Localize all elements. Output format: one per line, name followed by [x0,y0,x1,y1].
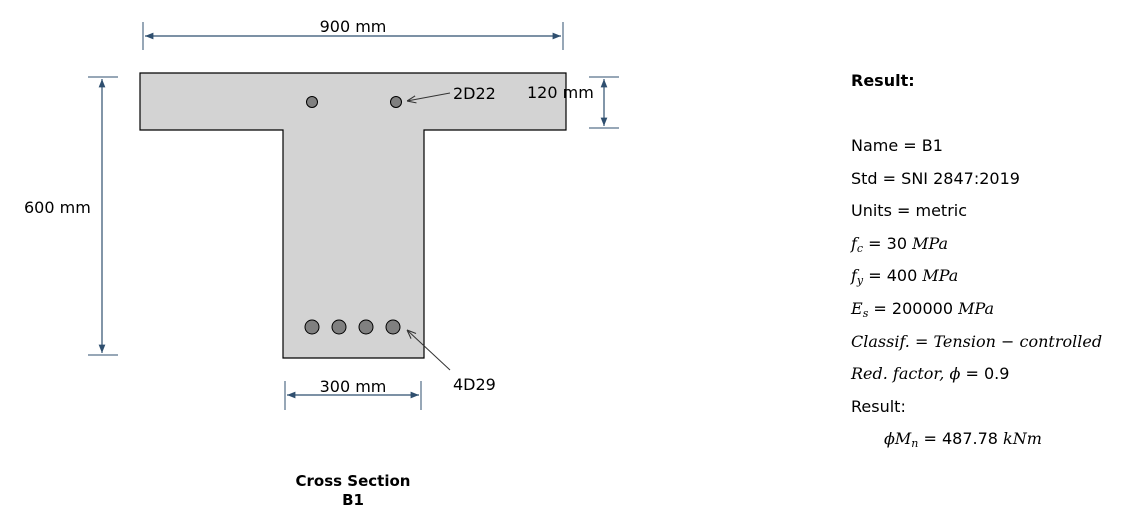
reduction-factor-label: Red. factor, ϕ [851,364,961,384]
top-bar-callout: 2D22 [407,84,496,103]
fc-symbol: f [851,233,857,253]
flange-thickness-dimension: 120 mm [527,76,619,129]
total-height-label: 600 mm [24,198,91,217]
moment-symbol: ϕM [884,429,912,449]
web-width-label: 300 mm [320,377,387,396]
es-subscript: s [862,306,869,320]
result-heading: Result: [851,71,915,90]
caption-title: Cross Section [296,472,411,490]
bottom-rebar [331,319,347,335]
bottom-rebar [385,319,401,335]
result-moment: ϕMn = 487.78 kNm [851,423,1136,456]
result-panel: Result: Name = B1 Std = SNI 2847:2019 Un… [851,66,1136,456]
fc-value: = 30 [863,233,913,253]
top-rebar [306,96,318,108]
t-beam-section [139,72,567,359]
result-fc: fc = 30 MPa [851,228,1136,261]
fy-value: = 400 [863,266,923,286]
bottom-rebar [358,319,374,335]
web-width-dimension: 300 mm [284,377,422,410]
es-unit: MPa [958,298,995,318]
result-units: Units = metric [851,201,968,221]
flange-width-label: 900 mm [320,17,387,36]
es-symbol: E [851,298,863,318]
fy-subscript: y [856,274,864,288]
result-name: Name = B1 [851,136,943,155]
fc-unit: MPa [912,233,949,253]
flange-width-dimension: 900 mm [142,17,564,50]
bottom-bar-callout: 4D29 [407,330,496,394]
result-es: Es = 200000 MPa [851,293,1136,326]
reduction-factor-value: = 0.9 [960,364,1010,384]
moment-subscript: n [911,437,919,451]
top-bar-label: 2D22 [453,84,496,103]
result-classification: Classif. = Tension − controlled [851,331,1103,351]
result-reduction-factor: Red. factor, ϕ = 0.9 [851,358,1136,391]
caption-section-name: B1 [342,491,364,509]
flange-thickness-label: 120 mm [527,83,594,102]
moment-value: = 487.78 [918,429,1004,449]
fc-subscript: c [856,241,864,255]
result-subheading: Result: [851,396,906,416]
fy-unit: MPa [922,266,959,286]
fy-symbol: f [851,266,857,286]
moment-unit: kNm [1003,429,1042,449]
es-value: = 200000 [868,298,959,318]
total-height-dimension: 600 mm [24,76,118,356]
bottom-rebar [304,319,320,335]
bottom-bar-label: 4D29 [453,375,496,394]
top-rebar [390,96,402,108]
result-fy: fy = 400 MPa [851,260,1136,293]
result-std: Std = SNI 2847:2019 [851,168,1020,188]
